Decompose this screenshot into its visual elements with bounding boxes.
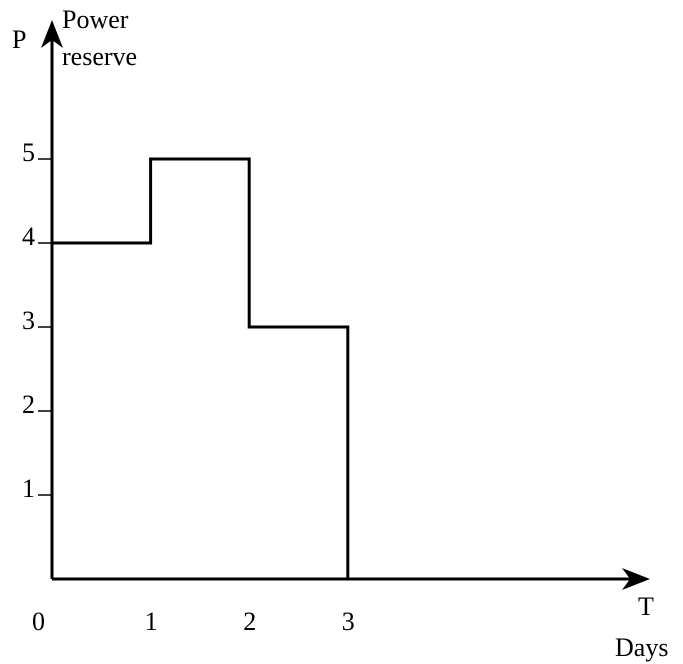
y-axis-symbol: P [12, 25, 26, 54]
y-tick-label-4: 4 [22, 222, 35, 251]
y-tick-label-2: 2 [22, 390, 35, 419]
x-tick-label-0: 0 [32, 607, 45, 636]
y-axis-label-line1: Power [62, 5, 129, 34]
x-axis-symbol: T [638, 592, 654, 621]
series [52, 157, 350, 581]
ticks: 1 2 3 4 5 0 1 2 3 [22, 138, 355, 636]
axes [41, 20, 650, 590]
x-tick-label-2: 2 [243, 607, 256, 636]
series-0-step-line [52, 157, 350, 581]
y-axis-label-line2: reserve [62, 42, 137, 71]
x-axis-label: Days [615, 633, 668, 662]
x-tick-label-1: 1 [145, 607, 158, 636]
x-tick-label-3: 3 [342, 607, 355, 636]
labels: P Power reserve T Days [12, 5, 668, 662]
x-axis-arrowhead [622, 568, 650, 590]
y-axis-arrowhead [41, 20, 63, 48]
y-tick-label-5: 5 [22, 138, 35, 167]
y-tick-label-1: 1 [22, 474, 35, 503]
y-tick-label-3: 3 [22, 306, 35, 335]
